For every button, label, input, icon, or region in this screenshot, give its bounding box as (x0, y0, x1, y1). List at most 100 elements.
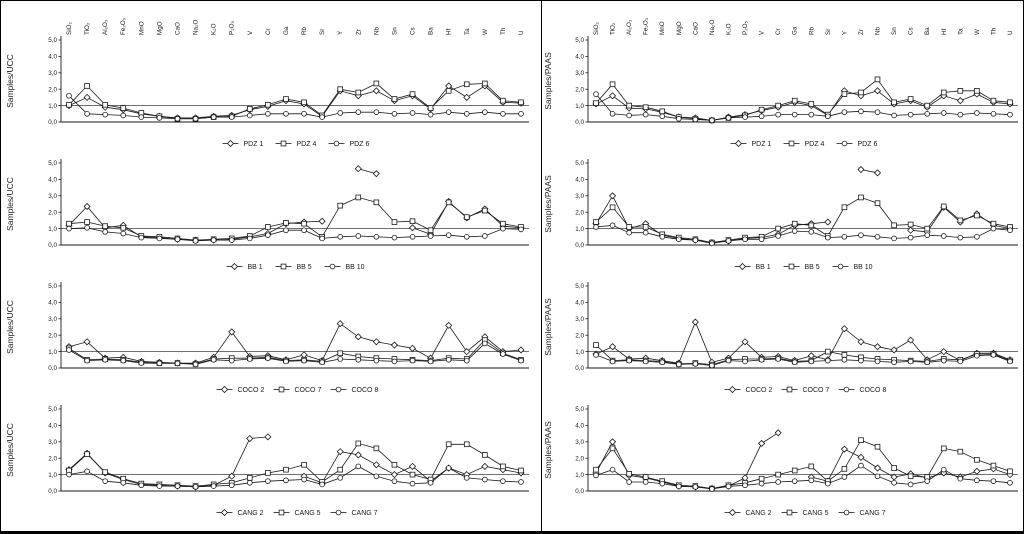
circle-marker (445, 356, 452, 363)
diamond-marker (608, 92, 617, 100)
y-tick-label: 2,0 (575, 86, 584, 93)
square-marker (990, 220, 997, 227)
circle-marker (301, 357, 307, 364)
square-marker (518, 467, 524, 474)
y-tick-label: 4,0 (48, 177, 57, 184)
element-label: Ta (464, 28, 471, 35)
series-line (68, 168, 522, 241)
circle-marker (874, 473, 881, 480)
circle-marker (84, 357, 90, 364)
circle-marker (843, 386, 850, 393)
circle-marker (319, 359, 325, 366)
circle-marker (775, 356, 781, 362)
diamond-marker (372, 170, 380, 178)
circle-marker (659, 234, 666, 240)
series-cang-7 (66, 463, 524, 490)
circle-marker (990, 225, 997, 232)
circle-marker (427, 233, 434, 239)
circle-marker (66, 92, 72, 99)
y-axis-title: Samples/UCC (5, 177, 15, 231)
element-label: Ga (792, 26, 799, 35)
legend-label: PDZ 4 (297, 141, 317, 148)
series-cang-7 (593, 462, 1013, 492)
circle-marker (858, 108, 864, 115)
circle-marker (391, 111, 398, 117)
circle-marker (373, 357, 380, 364)
circle-marker (120, 357, 127, 364)
circle-marker (825, 113, 831, 120)
square-marker (337, 466, 343, 473)
y-tick-label: 0,0 (48, 242, 57, 249)
series-line (595, 465, 1011, 490)
square-marker (957, 88, 964, 94)
diamond-marker (354, 451, 362, 459)
circle-marker (891, 112, 897, 119)
y-tick-label: 3,0 (575, 70, 584, 77)
series-pdz-6 (593, 91, 1013, 124)
element-label: SiO₂ (66, 22, 73, 35)
square-marker (858, 194, 864, 201)
element-label: Th (990, 27, 997, 35)
diamond-marker (840, 325, 848, 333)
circle-marker (843, 509, 850, 516)
legend-label: COCO 2 (238, 387, 265, 394)
circle-marker (409, 480, 416, 487)
y-tick-label: 0,0 (575, 488, 584, 495)
square-marker (283, 96, 289, 102)
y-tick-label: 4,0 (575, 300, 584, 307)
element-label: Cs (410, 27, 417, 35)
square-marker (278, 509, 285, 516)
circle-marker (642, 358, 649, 365)
circle-marker (841, 234, 848, 240)
series-line (68, 442, 522, 487)
legend-label: BB 10 (854, 264, 873, 271)
circle-marker (791, 111, 798, 118)
square-marker (265, 224, 271, 230)
square-marker (120, 224, 127, 231)
element-label: Ba (428, 27, 435, 35)
element-label: Al₂O₃ (626, 19, 633, 35)
diamond-marker (807, 352, 815, 360)
y-tick-label: 3,0 (575, 316, 584, 323)
element-label: Y (841, 30, 848, 35)
circle-marker (301, 476, 307, 483)
legend-label: BB 1 (248, 264, 263, 271)
circle-marker (974, 234, 980, 240)
element-label: Na₂O (709, 20, 716, 35)
series-line (68, 227, 522, 242)
circle-marker (825, 234, 831, 241)
circle-marker (692, 116, 699, 123)
circle-marker (676, 361, 682, 368)
circle-marker (593, 91, 599, 97)
circle-marker (874, 358, 881, 365)
circle-marker (659, 113, 666, 120)
legend-label: COCO 7 (803, 387, 830, 394)
element-label: Sr (825, 29, 832, 35)
element-labels: SiO₂ TiO₂ Al₂O₃ Fe₂O₃ MnO MgO CaO Na₂O K₂O P₂O₅ V C… (66, 17, 525, 35)
circle-marker (957, 234, 964, 241)
circle-marker (841, 474, 848, 480)
legend: PDZ 1 PDZ 4 PDZ 6 (730, 139, 877, 148)
diamond-marker (220, 385, 229, 394)
circle-marker (808, 111, 815, 118)
diamond-marker (226, 139, 235, 148)
circle-marker (102, 229, 108, 235)
circle-marker (791, 478, 798, 484)
square-marker (841, 466, 848, 472)
square-marker (786, 386, 793, 393)
circle-marker (974, 110, 980, 116)
diamond-marker (758, 439, 766, 448)
circle-marker (742, 358, 748, 365)
diamond-marker (857, 165, 865, 174)
circle-marker (518, 479, 524, 485)
circle-marker (228, 482, 235, 489)
circle-marker (957, 111, 964, 118)
circle-marker (858, 357, 864, 364)
y-tick-label: 5,0 (48, 37, 57, 44)
element-label: TiO₂ (610, 22, 617, 35)
square-marker (791, 467, 798, 474)
circle-marker (156, 360, 163, 367)
